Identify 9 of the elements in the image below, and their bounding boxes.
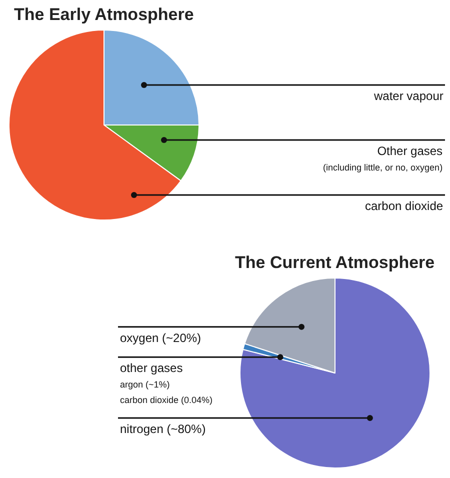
slice-label: oxygen (~20%) <box>120 331 202 345</box>
slice-label: Other gases (including little, or no, oxygen) <box>323 144 443 173</box>
slice-label: nitrogen (~80%) <box>120 422 206 436</box>
slice-label: other gases argon (~1%) carbon dioxide (0.04%) <box>120 361 213 406</box>
chart-title: The Current Atmosphere <box>235 253 435 272</box>
slice-label: water vapour <box>373 89 444 103</box>
slice-label: carbon dioxide <box>365 199 444 213</box>
chart-title: The Early Atmosphere <box>14 5 194 24</box>
pie-slice <box>240 278 430 468</box>
